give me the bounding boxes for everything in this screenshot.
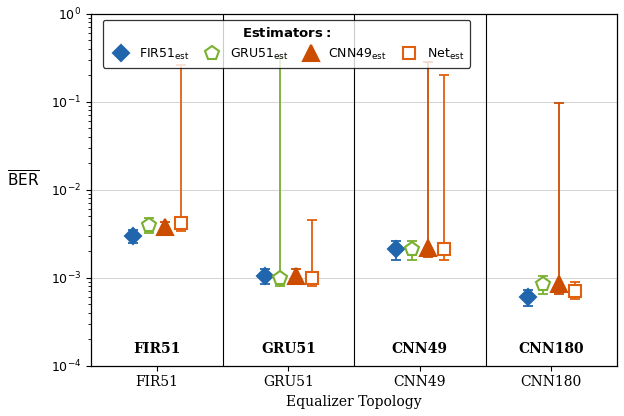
Text: CNN180: CNN180: [519, 342, 584, 356]
Legend: FIR51$_{\mathrm{est}}$, GRU51$_{\mathrm{est}}$, CNN49$_{\mathrm{est}}$, Net$_{\m: FIR51$_{\mathrm{est}}$, GRU51$_{\mathrm{…: [102, 20, 470, 68]
Text: CNN49: CNN49: [392, 342, 448, 356]
Text: FIR51: FIR51: [133, 342, 180, 356]
Text: GRU51: GRU51: [261, 342, 316, 356]
Y-axis label: $\overline{\mathrm{BER}}$: $\overline{\mathrm{BER}}$: [7, 170, 40, 190]
X-axis label: Equalizer Topology: Equalizer Topology: [286, 395, 422, 409]
